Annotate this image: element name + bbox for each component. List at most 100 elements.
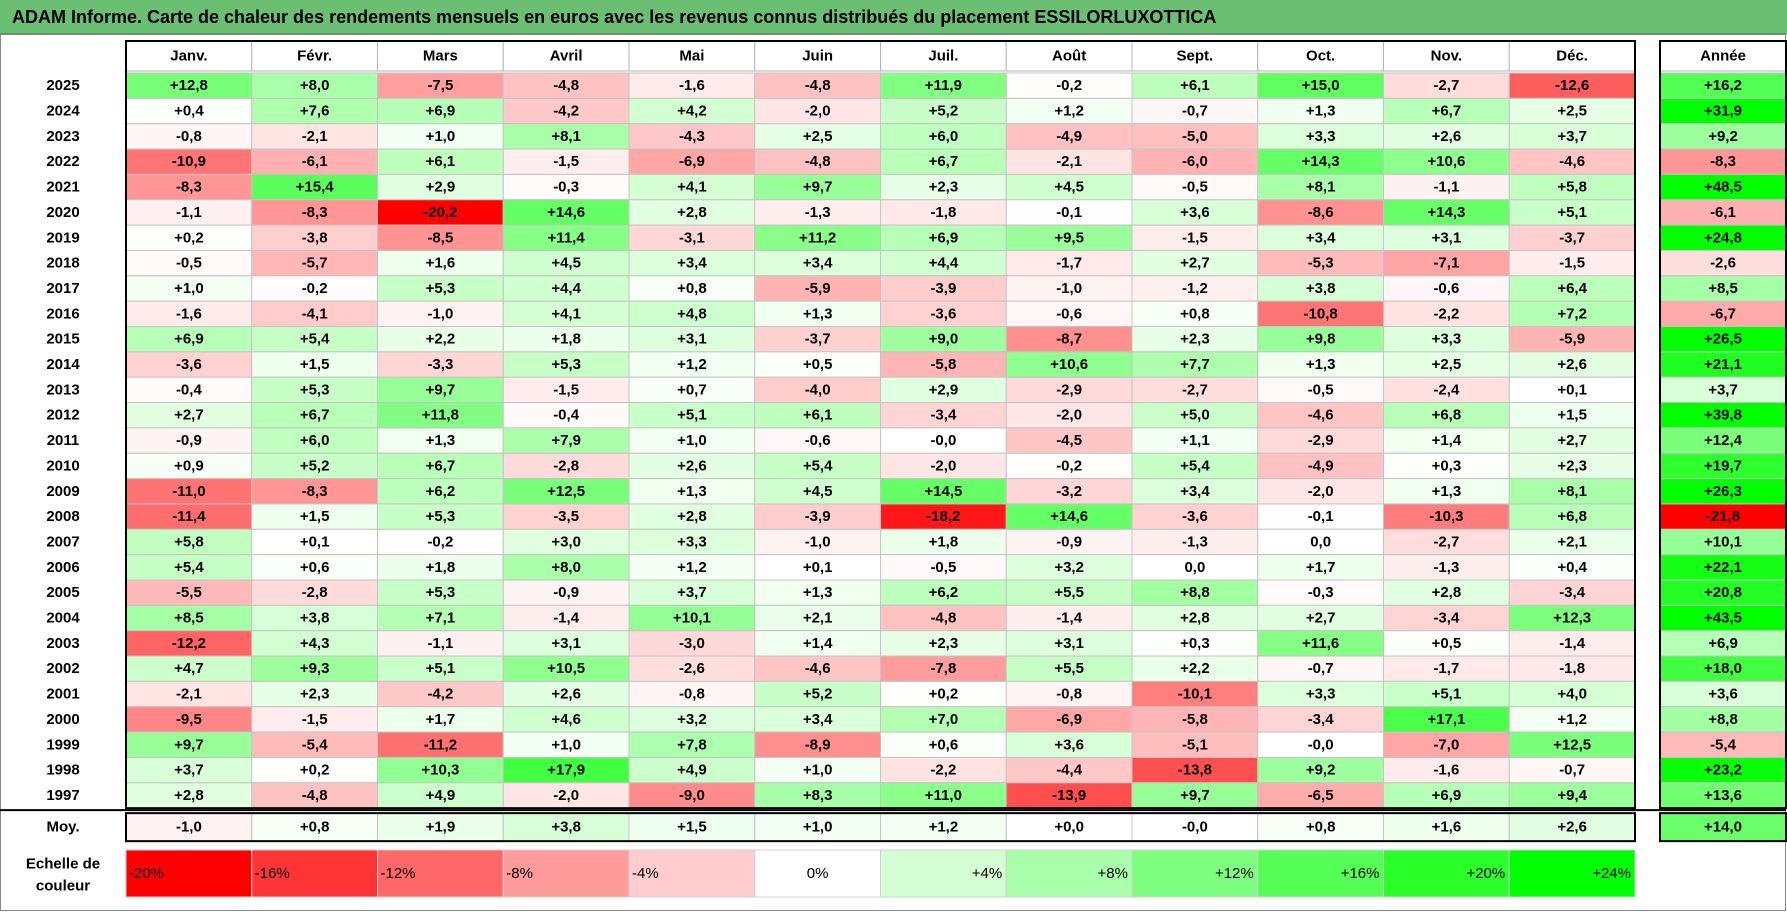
cell-value: +9,3 [300,660,330,677]
cell-value: +4,3 [300,635,330,652]
cell-value: +15,0 [1302,77,1340,94]
cell-value: +6,1 [426,153,456,170]
heatmap-cell [125,528,253,556]
cell-value: +1,8 [929,533,959,550]
annual-value: -2,6 [1710,255,1736,272]
cell-value: -3,1 [679,229,705,246]
heatmap-cell [1005,97,1133,125]
cell-value: -2,0 [805,103,831,120]
cell-value: +1,1 [1180,432,1210,449]
heatmap-cell [502,275,630,302]
cell-value: -0,8 [679,686,705,703]
heatmap-cell [125,199,253,226]
heatmap-cell [377,655,504,682]
heatmap-cell [1131,604,1259,632]
cell-value: -3,5 [553,508,579,525]
heatmap-cell [251,452,378,480]
heatmap-cell [1131,199,1259,226]
average-value: +1,0 [803,819,833,836]
cell-value: +3,6 [1054,736,1084,753]
heatmap-cell [1257,554,1384,581]
scale-label-line2: couleur [36,878,90,895]
scale-swatch [880,849,1007,898]
cell-value: +1,0 [174,280,204,297]
year-label: 2001 [46,686,79,703]
heatmap-cell [1383,427,1510,454]
heatmap-cell [880,275,1007,302]
heatmap-cell [1508,249,1636,277]
scale-swatch [377,849,504,898]
annual-value: -6,7 [1710,305,1736,322]
cell-value: -0,8 [176,128,202,145]
cell-value: +1,3 [1306,356,1336,373]
scale-swatch [251,849,378,898]
cell-value: +8,1 [1557,483,1587,500]
cell-value: -1,0 [1056,280,1082,297]
heatmap-cell [251,706,378,733]
cell-value: -8,6 [1308,204,1334,221]
heatmap-cell [880,72,1007,99]
heatmap-cell [628,756,756,784]
scale-swatch [502,849,630,898]
cell-value: +6,7 [300,407,330,424]
heatmap-cell [1508,680,1636,708]
annual-value: +43,5 [1704,610,1742,627]
heatmap-cell [1257,478,1384,505]
year-label: 2014 [46,356,80,373]
cell-value: +2,6 [677,457,707,474]
heatmap-cell [125,478,253,505]
cell-value: +4,5 [1054,179,1084,196]
cell-value: +2,7 [1306,610,1336,627]
year-label: 2003 [46,635,79,652]
annual-value: -8,3 [1710,153,1736,170]
annual-cell [1659,123,1787,150]
cell-value: -11,4 [172,508,206,525]
cell-value: +6,1 [803,407,833,424]
heatmap-cell [377,376,504,404]
heatmap-cell [251,528,378,556]
cell-value: -0,1 [1056,204,1082,221]
cell-value: +0,8 [1180,305,1210,322]
heatmap-cell [754,275,881,302]
cell-value: -11,2 [424,736,457,753]
cell-value: +14,6 [1050,508,1088,525]
heatmap-cell [502,123,630,150]
cell-value: -2,0 [1056,407,1082,424]
annual-cell [1659,427,1787,454]
cell-value: -1,1 [427,635,453,652]
heatmap-cell [502,402,630,429]
cell-value: -12,2 [172,635,206,652]
cell-value: -11,0 [172,483,205,500]
cell-value: -2,1 [1056,153,1082,170]
year-label: 2010 [46,457,79,474]
cell-value: -0,6 [805,432,831,449]
heatmap-cell [1257,224,1384,251]
heatmap-cell [1508,199,1636,226]
cell-value: -6,0 [1182,153,1208,170]
heatmap-cell [1131,326,1259,353]
heatmap-cell [1005,503,1133,530]
cell-value: +1,2 [1054,103,1084,120]
annual-value: +19,7 [1704,457,1742,474]
annual-header-cell [1659,40,1787,72]
cell-value: +5,3 [426,280,456,297]
cell-value: +4,5 [803,483,833,500]
heatmap-cell [1383,97,1510,125]
cell-value: +2,2 [1180,660,1210,677]
cell-value: +4,9 [426,787,456,804]
cell-value: +6,9 [426,103,456,120]
heatmap-cell [628,782,756,809]
cell-value: +2,3 [929,179,959,196]
cell-value: +0,1 [300,533,330,550]
heatmap-cell [125,275,253,302]
year-label: 2025 [46,77,79,94]
heatmap-cell [628,706,756,733]
heatmap-cell [1383,249,1510,277]
cell-value: -4,8 [930,610,956,627]
heatmap-cell [251,148,378,175]
heatmap-cell [251,731,378,758]
cell-value: +3,4 [677,255,707,272]
heatmap-cell [377,528,504,556]
annual-value: +21,1 [1704,356,1742,373]
